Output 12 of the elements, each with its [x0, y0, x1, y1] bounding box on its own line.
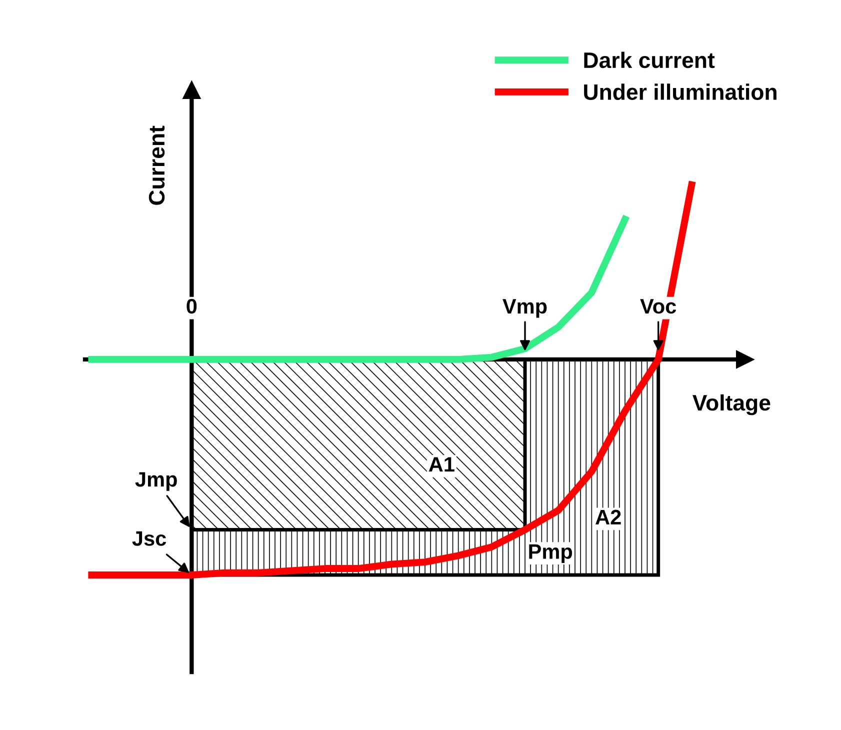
y-axis-title: Current [148, 126, 165, 205]
annotation: Jsc [132, 531, 166, 546]
annotation: Pmp [529, 544, 572, 564]
x-tick-label: 0 [186, 298, 197, 314]
legend-label: Under illumination [584, 84, 776, 100]
annotation: A1 [428, 457, 454, 472]
x-tick-label: Voc [640, 299, 676, 314]
x-axis-title: Voltage [692, 394, 770, 416]
x-tick-label: Vmp [502, 299, 547, 318]
annotation: A2 [596, 510, 621, 524]
annotation: Jmp [135, 472, 177, 491]
legend-label: Dark current [584, 52, 715, 68]
